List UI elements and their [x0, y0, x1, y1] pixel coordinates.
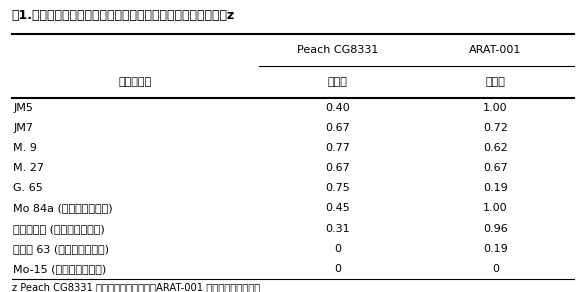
Text: JM5: JM5	[13, 103, 33, 113]
Text: 0: 0	[492, 264, 499, 274]
Text: 0.19: 0.19	[483, 244, 508, 254]
Text: 0.62: 0.62	[483, 143, 508, 153]
Text: 0.67: 0.67	[325, 163, 350, 173]
Text: M. 9: M. 9	[13, 143, 37, 153]
Text: ARAT-001: ARAT-001	[469, 45, 521, 55]
Text: Peach CG8331: Peach CG8331	[297, 45, 379, 55]
Text: 0.67: 0.67	[325, 123, 350, 133]
Text: 1.00: 1.00	[483, 103, 508, 113]
Text: 0: 0	[335, 244, 342, 254]
Text: 形成率: 形成率	[485, 77, 505, 87]
Text: Mo 84a (マルバカイドウ): Mo 84a (マルバカイドウ)	[13, 204, 113, 213]
Text: 0.96: 0.96	[483, 224, 508, 234]
Text: 0.19: 0.19	[483, 183, 508, 193]
Text: 0.75: 0.75	[325, 183, 350, 193]
Text: 0.67: 0.67	[483, 163, 508, 173]
Text: 0.72: 0.72	[483, 123, 508, 133]
Text: 品種・系統: 品種・系統	[119, 77, 152, 87]
Text: Mo-15 (ミツバカイドウ): Mo-15 (ミツバカイドウ)	[13, 264, 107, 274]
Text: 盛岡セイシ (マルバカイドウ): 盛岡セイシ (マルバカイドウ)	[13, 224, 105, 234]
Text: 1.00: 1.00	[483, 204, 508, 213]
Text: 形成率: 形成率	[328, 77, 348, 87]
Text: M. 27: M. 27	[13, 163, 44, 173]
Text: 0.77: 0.77	[325, 143, 350, 153]
Text: 0.31: 0.31	[325, 224, 350, 234]
Text: JM7: JM7	[13, 123, 33, 133]
Text: 0.40: 0.40	[325, 103, 350, 113]
Text: G. 65: G. 65	[13, 183, 43, 193]
Text: サナシ 63 (ミツバカイドウ): サナシ 63 (ミツバカイドウ)	[13, 244, 110, 254]
Text: 表1.根頭がんしゅ病菌の接種に対する地上部のがんしゅ形成率z: 表1.根頭がんしゅ病菌の接種に対する地上部のがんしゅ形成率z	[12, 9, 235, 22]
Text: 0.45: 0.45	[325, 204, 350, 213]
Text: z Peach CG8331 株は２年間の平均値。ARAT-001 株は単年度の結果。: z Peach CG8331 株は２年間の平均値。ARAT-001 株は単年度の…	[12, 282, 260, 292]
Text: 0: 0	[335, 264, 342, 274]
